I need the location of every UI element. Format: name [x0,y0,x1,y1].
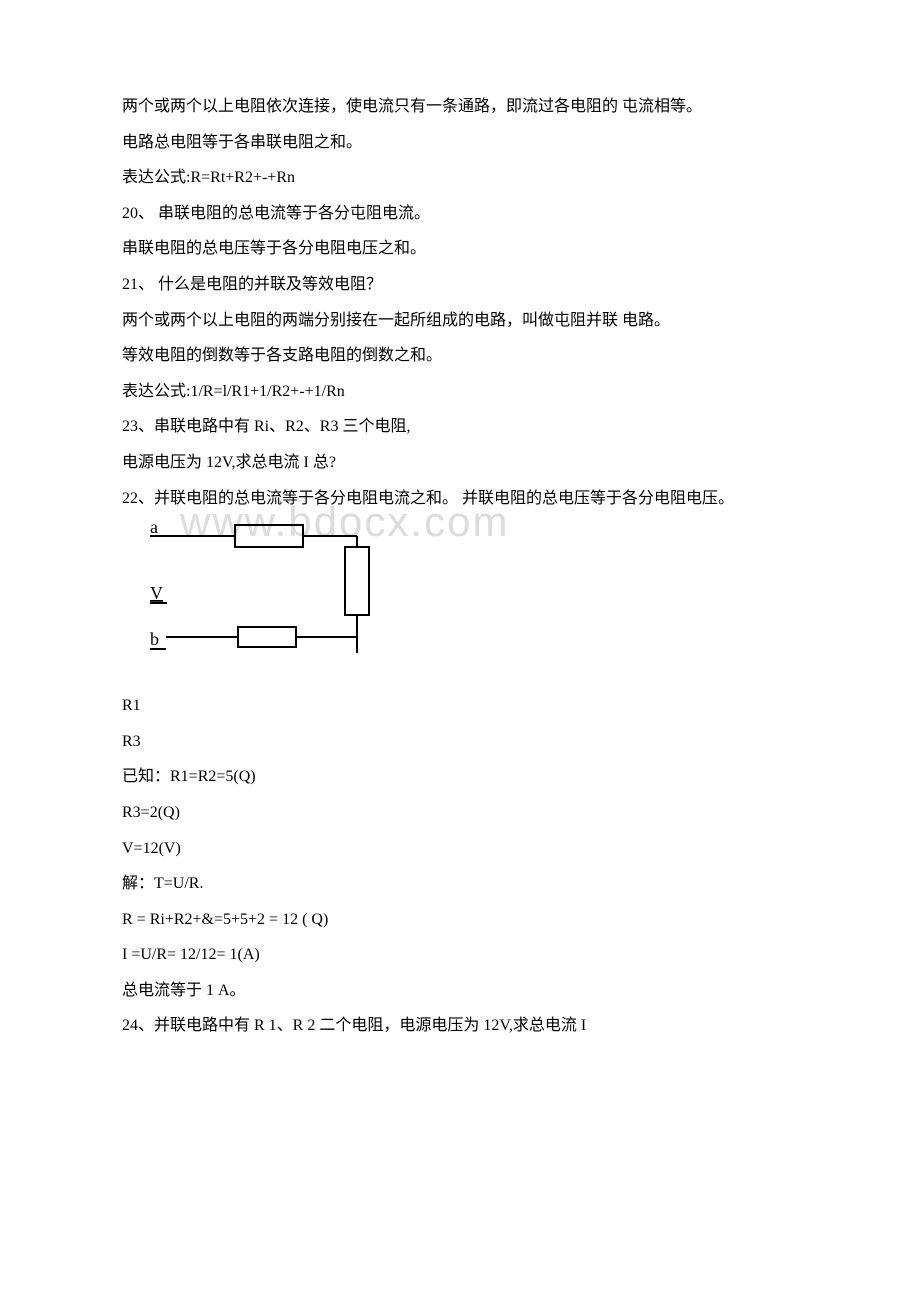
paragraph-6: 21、 什么是电阻的并联及等效电阻？ [90,268,810,302]
paragraph-7: 两个或两个以上电阻的两端分别接在一起所组成的电路，叫做屯阻并联 电路。 [90,304,810,338]
resistor-box-3 [238,627,296,647]
paragraph-15: 已知：R1=R2=5(Q) [90,760,810,794]
paragraph-2: 电路总电阻等于各串联电阻之和。 [90,126,810,160]
circuit-svg: a V b [120,523,400,683]
paragraph-9: 表达公式:1/R=l/R1+1/R2+-+1/Rn [90,375,810,409]
label-v: V [150,583,163,603]
paragraph-20: I =U/R= 12/12= 1(A) [90,938,810,972]
paragraph-10: 23、串联电路中有 Ri、R2、R3 三个电阻, [90,410,810,444]
paragraph-16: R3=2(Q) [90,796,810,830]
paragraph-1: 两个或两个以上电阻依次连接，使电流只有一条通路，即流过各电阻的 屯流相等。 [90,90,810,124]
paragraph-14: R3 [90,725,810,759]
resistor-box-2 [345,547,369,615]
paragraph-17: V=12(V) [90,832,810,866]
paragraph-3: 表达公式:R=Rt+R2+-+Rn [90,161,810,195]
paragraph-4: 20、 串联电阻的总电流等于各分屯阻电流。 [90,197,810,231]
paragraph-13: R1 [90,689,810,723]
paragraph-22: 24、并联电路中有 R 1、R 2 二个电阻，电源电压为 12V,求总电流 I [90,1009,810,1043]
document-content: 两个或两个以上电阻依次连接，使电流只有一条通路，即流过各电阻的 屯流相等。 电路… [90,90,810,1043]
resistor-box-1 [235,525,303,547]
paragraph-5: 串联电阻的总电压等于各分电阻电压之和。 [90,232,810,266]
label-b: b [150,629,159,649]
label-a: a [150,523,158,537]
paragraph-11: 电源电压为 12V,求总电流 I 总? [90,446,810,480]
paragraph-18: 解：T=U/R. [90,867,810,901]
circuit-diagram: a V b [120,523,400,683]
paragraph-21: 总电流等于 1 A。 [90,974,810,1008]
paragraph-8: 等效电阻的倒数等于各支路电阻的倒数之和。 [90,339,810,373]
paragraph-12: 22、并联电阻的总电流等于各分电阻电流之和。 并联电阻的总电压等于各分电阻电压。 [90,482,810,516]
paragraph-19: R = Ri+R2+&=5+5+2 = 12 ( Q) [90,903,810,937]
